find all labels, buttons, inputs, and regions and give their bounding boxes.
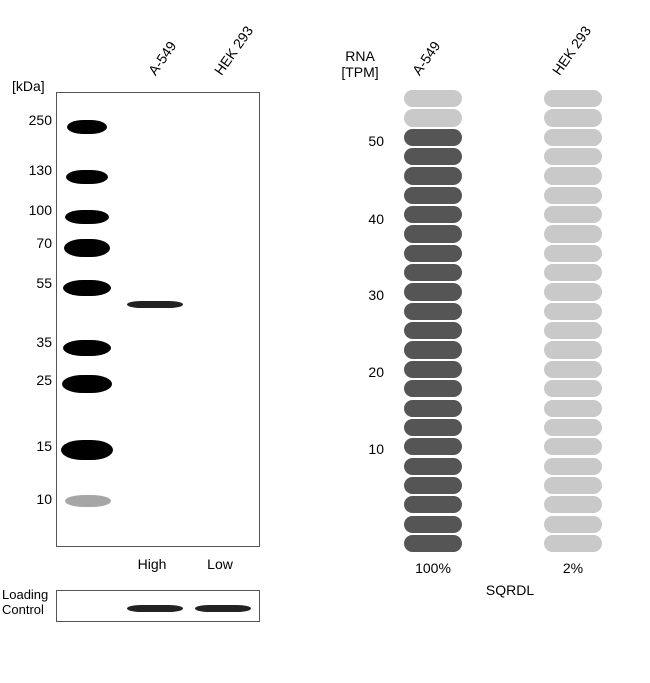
- rna-segment: [544, 458, 602, 475]
- ladder-band-55: [63, 280, 111, 296]
- rna-segment: [404, 341, 462, 358]
- rna-tick-50: 50: [352, 133, 384, 149]
- ladder-band-250: [67, 120, 107, 134]
- rna-segment: [544, 322, 602, 339]
- rna-segment: [404, 303, 462, 320]
- rna-segment: [544, 283, 602, 300]
- rna-segment: [544, 380, 602, 397]
- rna-segment: [404, 400, 462, 417]
- loading-control-frame: [56, 590, 260, 622]
- rna-segment: [544, 535, 602, 552]
- rna-segment: [544, 225, 602, 242]
- rna-segment: [404, 380, 462, 397]
- ladder-band-10: [65, 495, 111, 507]
- rna-percent-a549: 100%: [398, 560, 468, 576]
- rna-segment: [404, 283, 462, 300]
- blot-membrane-frame: [56, 92, 260, 547]
- ladder-tick-70: 70: [18, 235, 52, 251]
- ladder-tick-55: 55: [18, 275, 52, 291]
- rna-segment: [404, 516, 462, 533]
- expression-label-low: Low: [186, 556, 254, 572]
- rna-segment: [544, 264, 602, 281]
- rna-segment: [404, 438, 462, 455]
- rna-col-label-hek293: HEK 293: [549, 23, 594, 78]
- rna-segment: [544, 245, 602, 262]
- loading-control-label: Loading Control: [2, 588, 56, 618]
- blot-y-axis-label: [kDa]: [12, 78, 45, 94]
- rna-tick-20: 20: [352, 364, 384, 380]
- rna-segment: [404, 496, 462, 513]
- rna-segment: [544, 496, 602, 513]
- ladder-band-35: [63, 340, 111, 356]
- rna-segment: [544, 148, 602, 165]
- ladder-tick-15: 15: [18, 438, 52, 454]
- ladder-band-130: [66, 170, 108, 184]
- expression-label-high: High: [118, 556, 186, 572]
- rna-bar-panel: RNA [TPM] A-549 HEK 293 50 40 30 20 10 1…: [330, 0, 650, 683]
- rna-segment: [544, 438, 602, 455]
- loading-band-hek293: [195, 605, 251, 612]
- rna-segment: [404, 477, 462, 494]
- rna-segment: [404, 419, 462, 436]
- rna-segment: [544, 109, 602, 126]
- rna-y-axis-label-line1: RNA: [345, 48, 375, 64]
- ladder-tick-130: 130: [18, 162, 52, 178]
- rna-segment: [404, 109, 462, 126]
- rna-segment: [404, 361, 462, 378]
- rna-column-hek293: [544, 90, 602, 552]
- rna-segment: [404, 458, 462, 475]
- ladder-band-70: [64, 239, 110, 257]
- rna-segment: [404, 225, 462, 242]
- rna-tick-40: 40: [352, 211, 384, 227]
- target-band-a549: [127, 301, 183, 308]
- rna-y-axis-label: RNA [TPM]: [336, 48, 384, 80]
- rna-y-axis-label-line2: [TPM]: [341, 64, 378, 80]
- ladder-tick-10: 10: [18, 491, 52, 507]
- rna-col-label-a549: A-549: [409, 38, 444, 78]
- ladder-band-15: [61, 440, 113, 460]
- rna-tick-10: 10: [352, 441, 384, 457]
- rna-segment: [404, 90, 462, 107]
- rna-segment: [544, 477, 602, 494]
- rna-segment: [544, 303, 602, 320]
- western-blot-panel: [kDa] A-549 HEK 293 250 130 100 70 55 35…: [0, 0, 320, 683]
- loading-control-label-text: Loading Control: [2, 587, 48, 617]
- rna-segment: [404, 129, 462, 146]
- figure-root: [kDa] A-549 HEK 293 250 130 100 70 55 35…: [0, 0, 650, 683]
- rna-segment: [544, 516, 602, 533]
- rna-segment: [544, 361, 602, 378]
- ladder-tick-100: 100: [18, 202, 52, 218]
- ladder-tick-250: 250: [18, 112, 52, 128]
- rna-segment: [544, 90, 602, 107]
- rna-segment: [544, 187, 602, 204]
- rna-segment: [544, 167, 602, 184]
- ladder-tick-25: 25: [18, 372, 52, 388]
- rna-segment: [404, 206, 462, 223]
- rna-segment: [404, 245, 462, 262]
- rna-segment: [544, 206, 602, 223]
- ladder-band-25: [62, 375, 112, 393]
- rna-segment: [404, 167, 462, 184]
- blot-lane-label-a549: A-549: [145, 38, 180, 78]
- rna-segment: [404, 535, 462, 552]
- rna-tick-30: 30: [352, 287, 384, 303]
- rna-segment: [544, 129, 602, 146]
- blot-lane-label-hek293: HEK 293: [211, 23, 256, 78]
- rna-column-a549: [404, 90, 462, 552]
- ladder-tick-35: 35: [18, 334, 52, 350]
- rna-segment: [404, 322, 462, 339]
- rna-segment: [544, 341, 602, 358]
- rna-segment: [404, 264, 462, 281]
- gene-name-label: SQRDL: [390, 582, 630, 598]
- loading-band-a549: [127, 605, 183, 612]
- rna-segment: [404, 148, 462, 165]
- rna-segment: [404, 187, 462, 204]
- rna-segment: [544, 400, 602, 417]
- rna-percent-hek293: 2%: [538, 560, 608, 576]
- ladder-band-100: [65, 210, 109, 224]
- rna-segment: [544, 419, 602, 436]
